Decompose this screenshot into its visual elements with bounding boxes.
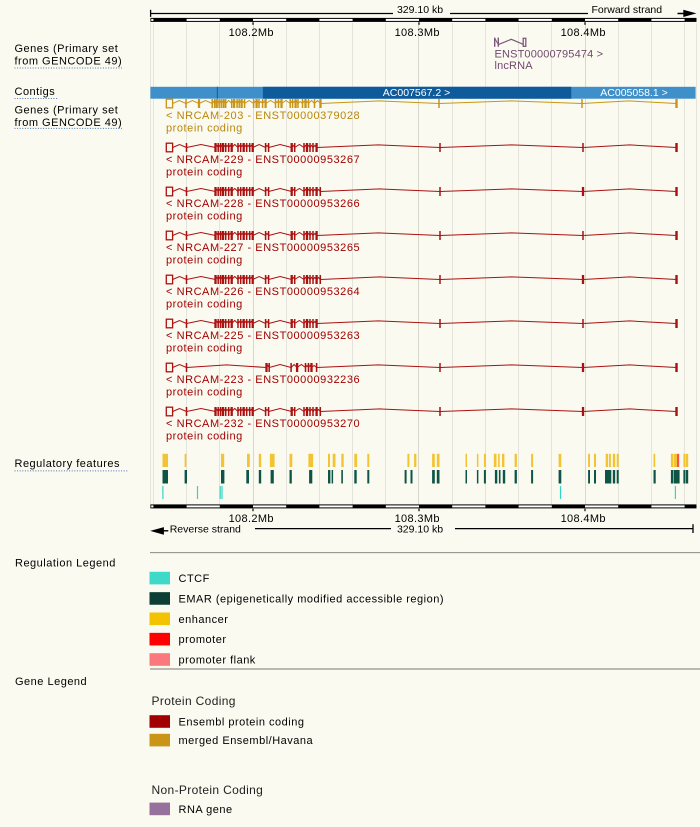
svg-text:ENST00000795474 >: ENST00000795474 > <box>495 49 604 61</box>
svg-text:protein coding: protein coding <box>166 431 243 443</box>
svg-text:Non-Protein Coding: Non-Protein Coding <box>152 783 264 797</box>
svg-text:enhancer: enhancer <box>179 614 229 626</box>
svg-text:RNA gene: RNA gene <box>179 804 233 816</box>
svg-text:108.3Mb: 108.3Mb <box>395 27 440 39</box>
svg-text:from GENCODE 49): from GENCODE 49) <box>15 117 123 129</box>
svg-text:Contigs: Contigs <box>15 86 56 98</box>
svg-text:Ensembl protein coding: Ensembl protein coding <box>179 717 305 729</box>
svg-text:promoter flank: promoter flank <box>179 655 256 667</box>
svg-text:< NRCAM-227 - ENST00000953265: < NRCAM-227 - ENST00000953265 <box>166 242 360 254</box>
svg-text:protein coding: protein coding <box>166 211 243 223</box>
svg-text:< NRCAM-232 - ENST00000953270: < NRCAM-232 - ENST00000953270 <box>166 418 360 430</box>
svg-text:Gene Legend: Gene Legend <box>15 676 87 688</box>
svg-text:108.4Mb: 108.4Mb <box>561 513 606 525</box>
svg-text:< NRCAM-225 - ENST00000953263: < NRCAM-225 - ENST00000953263 <box>166 330 360 342</box>
svg-text:AC007567.2 >: AC007567.2 > <box>383 87 450 99</box>
svg-text:AC005058.1 >: AC005058.1 > <box>600 87 667 99</box>
svg-text:Protein Coding: Protein Coding <box>152 694 236 708</box>
svg-text:Regulatory features: Regulatory features <box>15 458 121 470</box>
svg-text:from GENCODE 49): from GENCODE 49) <box>15 56 123 68</box>
svg-text:329.10 kb: 329.10 kb <box>397 4 443 16</box>
svg-text:CTCF: CTCF <box>179 573 210 585</box>
svg-text:Reverse strand: Reverse strand <box>170 524 241 536</box>
svg-text:< NRCAM-226 - ENST00000953264: < NRCAM-226 - ENST00000953264 <box>166 286 360 298</box>
svg-text:329.10 kb: 329.10 kb <box>397 524 443 536</box>
svg-text:lncRNA: lncRNA <box>495 60 534 72</box>
svg-text:108.4Mb: 108.4Mb <box>561 27 606 39</box>
svg-text:Genes (Primary set: Genes (Primary set <box>15 43 119 55</box>
svg-text:protein coding: protein coding <box>166 123 243 135</box>
svg-text:Genes (Primary set: Genes (Primary set <box>15 105 119 117</box>
svg-text:< NRCAM-203 - ENST00000379028: < NRCAM-203 - ENST00000379028 <box>166 110 360 122</box>
svg-text:108.3Mb: 108.3Mb <box>395 513 440 525</box>
svg-text:< NRCAM-223 - ENST00000932236: < NRCAM-223 - ENST00000932236 <box>166 374 360 386</box>
svg-text:Forward strand: Forward strand <box>592 4 663 16</box>
svg-text:Regulation Legend: Regulation Legend <box>15 557 116 569</box>
svg-text:< NRCAM-229 - ENST00000953267: < NRCAM-229 - ENST00000953267 <box>166 154 360 166</box>
svg-text:protein coding: protein coding <box>166 387 243 399</box>
svg-text:merged Ensembl/Havana: merged Ensembl/Havana <box>179 735 314 747</box>
svg-text:108.2Mb: 108.2Mb <box>229 27 274 39</box>
svg-text:108.2Mb: 108.2Mb <box>229 513 274 525</box>
svg-text:protein coding: protein coding <box>166 299 243 311</box>
svg-text:protein coding: protein coding <box>166 255 243 267</box>
svg-text:promoter: promoter <box>179 634 227 646</box>
svg-text:protein coding: protein coding <box>166 167 243 179</box>
svg-text:protein coding: protein coding <box>166 343 243 355</box>
svg-text:EMAR (epigenetically modified: EMAR (epigenetically modified accessible… <box>179 593 445 605</box>
svg-text:< NRCAM-228 - ENST00000953266: < NRCAM-228 - ENST00000953266 <box>166 198 360 210</box>
